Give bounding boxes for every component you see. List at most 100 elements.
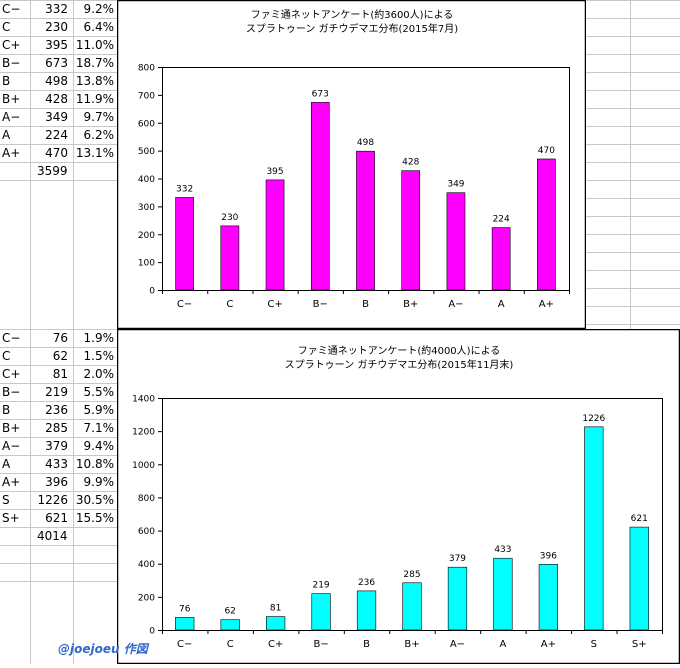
count-cell[interactable]: 285 — [45, 421, 68, 435]
bar[interactable] — [493, 557, 513, 631]
grade-cell[interactable]: C — [2, 20, 11, 34]
percent-cell[interactable]: 13.8% — [75, 74, 114, 88]
bar[interactable] — [356, 150, 375, 291]
count-cell[interactable]: 349 — [45, 110, 68, 124]
bar[interactable] — [538, 564, 558, 631]
x-tick-label: A+ — [539, 299, 554, 310]
percent-cell[interactable]: 10.8% — [75, 457, 114, 471]
percent-cell[interactable]: 11.9% — [75, 92, 114, 106]
grade-cell[interactable]: B− — [2, 385, 21, 399]
bar[interactable] — [537, 158, 556, 291]
grade-cell[interactable]: A+ — [2, 475, 21, 489]
percent-cell[interactable]: 7.1% — [83, 421, 115, 435]
count-cell[interactable]: 81 — [52, 367, 68, 381]
bar[interactable] — [491, 227, 511, 291]
bar[interactable] — [175, 617, 195, 631]
grade-cell[interactable]: S — [2, 493, 10, 507]
total-cell[interactable]: 4014 — [37, 529, 68, 543]
grade-cell[interactable]: A− — [2, 110, 21, 124]
count-cell[interactable]: 76 — [52, 331, 68, 345]
count-cell[interactable]: 395 — [45, 38, 68, 52]
table-row: A+ 396 9.9% — [0, 474, 117, 490]
bar[interactable] — [401, 170, 421, 291]
bar[interactable] — [220, 619, 240, 631]
bar[interactable] — [447, 566, 468, 631]
grade-cell[interactable]: A — [2, 128, 11, 142]
grade-cell[interactable]: C+ — [2, 367, 21, 381]
percent-cell[interactable]: 6.2% — [83, 128, 115, 142]
percent-cell[interactable]: 2.0% — [83, 367, 115, 381]
bar[interactable] — [584, 426, 604, 631]
count-cell[interactable]: 62 — [52, 349, 68, 363]
percent-cell[interactable]: 18.7% — [75, 56, 114, 70]
table-row: A 224 6.2% — [0, 127, 117, 143]
count-cell[interactable]: 433 — [45, 457, 68, 471]
grade-cell[interactable]: A — [2, 457, 11, 471]
plot-area-border — [162, 67, 570, 291]
percent-cell[interactable]: 5.9% — [83, 403, 115, 417]
table-row: C+ 395 11.0% — [0, 37, 117, 53]
grade-cell[interactable]: A+ — [2, 146, 21, 160]
y-tick-label: 400 — [138, 560, 155, 570]
grade-cell[interactable]: B — [2, 74, 11, 88]
percent-cell[interactable]: 5.5% — [83, 385, 115, 399]
bar[interactable] — [356, 590, 377, 631]
percent-cell[interactable]: 1.9% — [83, 331, 115, 345]
bar[interactable] — [311, 593, 331, 631]
grade-cell[interactable]: C− — [2, 331, 21, 345]
bar[interactable] — [629, 526, 649, 631]
table-row: B− 673 18.7% — [0, 55, 117, 71]
count-cell[interactable]: 1226 — [37, 493, 68, 507]
percent-cell[interactable]: 11.0% — [75, 38, 114, 52]
percent-cell[interactable]: 9.9% — [83, 475, 115, 489]
bar[interactable] — [175, 197, 194, 291]
grade-cell[interactable]: S+ — [2, 511, 20, 525]
count-cell[interactable]: 621 — [45, 511, 68, 525]
grade-cell[interactable]: C+ — [2, 38, 21, 52]
grade-cell[interactable]: B− — [2, 56, 21, 70]
count-cell[interactable]: 470 — [45, 146, 68, 160]
bar[interactable] — [266, 616, 286, 631]
author-signature: @joejoeu 作図 — [58, 642, 148, 656]
grade-cell[interactable]: C− — [2, 2, 21, 16]
percent-cell[interactable]: 9.2% — [83, 2, 115, 16]
total-cell[interactable]: 3599 — [37, 164, 68, 178]
percent-cell[interactable]: 6.4% — [83, 20, 115, 34]
x-tick-label: B — [362, 299, 369, 310]
bar[interactable] — [220, 225, 240, 291]
x-tick-label: A — [499, 639, 506, 650]
count-cell[interactable]: 379 — [45, 439, 68, 453]
grade-cell[interactable]: B+ — [2, 421, 21, 435]
bar[interactable] — [402, 582, 422, 631]
table-row: A− 379 9.4% — [0, 438, 117, 454]
percent-cell[interactable]: 30.5% — [75, 493, 114, 507]
percent-cell[interactable]: 15.5% — [75, 511, 114, 525]
data-label: 81 — [270, 604, 281, 614]
grade-cell[interactable]: A− — [2, 439, 21, 453]
count-cell[interactable]: 224 — [45, 128, 68, 142]
percent-cell[interactable]: 1.5% — [83, 349, 115, 363]
count-cell[interactable]: 428 — [45, 92, 68, 106]
table-row: B+ 285 7.1% — [0, 420, 117, 436]
y-tick-label: 1400 — [132, 395, 155, 405]
x-tick-label: B+ — [403, 299, 418, 310]
grade-cell[interactable]: B+ — [2, 92, 21, 106]
bar[interactable] — [446, 192, 466, 291]
count-cell[interactable]: 236 — [45, 403, 68, 417]
grade-cell[interactable]: C — [2, 349, 11, 363]
count-cell[interactable]: 396 — [45, 475, 68, 489]
percent-cell[interactable]: 13.1% — [75, 146, 114, 160]
bar[interactable] — [310, 102, 330, 291]
count-cell[interactable]: 498 — [45, 74, 68, 88]
count-cell[interactable]: 230 — [45, 20, 68, 34]
count-cell[interactable]: 219 — [45, 385, 68, 399]
data-label: 395 — [266, 167, 283, 177]
percent-cell[interactable]: 9.7% — [83, 110, 115, 124]
count-cell[interactable]: 673 — [45, 56, 68, 70]
bar[interactable] — [265, 179, 285, 291]
grade-cell[interactable]: B — [2, 403, 11, 417]
percent-cell[interactable]: 9.4% — [83, 439, 115, 453]
count-cell[interactable]: 332 — [45, 2, 68, 16]
